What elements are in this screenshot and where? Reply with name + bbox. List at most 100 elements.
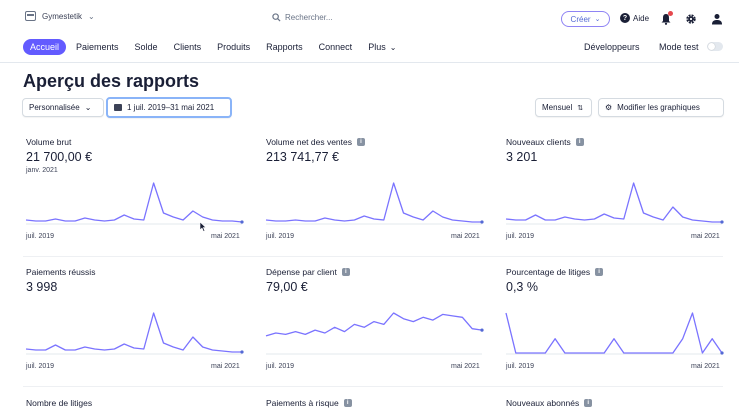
- nav-item-plus[interactable]: Plus ⌄: [368, 42, 396, 52]
- account-switcher[interactable]: Gymestetik ⌄: [25, 11, 95, 21]
- card-value: 3 998: [26, 280, 58, 294]
- card-chart[interactable]: [25, 311, 244, 357]
- x-axis-end: mai 2021: [691, 363, 720, 370]
- page-title: Aperçu des rapports: [23, 71, 200, 91]
- report-card-volume-net[interactable]: Volume net des ventes i 213 741,77 € juil…: [265, 137, 496, 267]
- report-card-pourcentage-litiges[interactable]: Pourcentage de litiges i 0,3 % juil. 2019…: [505, 267, 736, 397]
- help-icon: ?: [620, 13, 630, 23]
- x-axis-end: mai 2021: [691, 233, 720, 240]
- card-value: 21 700,00 €: [26, 150, 93, 164]
- row-divider: [23, 386, 723, 387]
- nav-item-solde[interactable]: Solde: [134, 42, 158, 52]
- preset-label: Personnalisée: [29, 103, 80, 112]
- chevron-down-icon: ⌄: [84, 103, 92, 112]
- main-nav: Accueil Paiements Solde Clients Produits…: [23, 38, 412, 56]
- help-button[interactable]: ? Aide: [620, 13, 649, 23]
- card-chart[interactable]: [265, 311, 484, 357]
- x-axis-start: juil. 2019: [266, 363, 295, 370]
- x-axis-start: juil. 2019: [506, 233, 535, 240]
- x-axis-end: mai 2021: [451, 363, 480, 370]
- report-card-nouveaux-abonnes[interactable]: Nouveaux abonnés i: [506, 398, 736, 415]
- edit-charts-label: Modifier les graphiques: [617, 103, 700, 112]
- card-title-text: Nouveaux abonnés: [506, 398, 580, 408]
- top-bar: Gymestetik ⌄ Rechercher... Créer ⌄ ? Aid…: [0, 0, 739, 38]
- card-chart[interactable]: [25, 181, 244, 227]
- card-value: 213 741,77 €: [266, 150, 339, 164]
- help-label: Aide: [633, 13, 650, 23]
- info-icon[interactable]: i: [341, 268, 350, 276]
- x-axis-start: juil. 2019: [26, 363, 55, 370]
- search-input[interactable]: Rechercher...: [272, 13, 333, 22]
- settings-button[interactable]: [685, 12, 697, 24]
- create-button[interactable]: Créer ⌄: [561, 11, 610, 27]
- nav-item-clients[interactable]: Clients: [173, 42, 202, 52]
- card-title: Dépense par client i: [266, 267, 350, 277]
- card-title-text: Volume brut: [26, 137, 72, 147]
- card-value: 3 201: [506, 150, 538, 164]
- x-axis-end: mai 2021: [211, 363, 240, 370]
- report-card-nouveaux-clients[interactable]: Nouveaux clients i 3 201 juil. 2019 mai 2…: [505, 137, 736, 267]
- chart-last-point: [720, 220, 724, 224]
- card-value: 0,3 %: [506, 280, 538, 294]
- info-icon[interactable]: i: [575, 138, 584, 146]
- interval-select[interactable]: Mensuel ⇅: [535, 98, 592, 117]
- date-range-label: 1 juil. 2019–31 mai 2021: [127, 103, 215, 112]
- info-icon[interactable]: i: [595, 268, 604, 276]
- card-title: Paiements à risque i: [266, 398, 352, 408]
- account-name: Gymestetik: [42, 11, 83, 21]
- chart-series-line: [505, 312, 723, 354]
- card-title-text: Paiements réussis: [26, 267, 96, 277]
- card-title-text: Nombre de litiges: [26, 398, 93, 408]
- developers-link[interactable]: Développeurs: [584, 42, 640, 52]
- info-icon[interactable]: i: [584, 399, 593, 407]
- notification-badge: [668, 11, 673, 16]
- report-card-depense-client[interactable]: Dépense par client i 79,00 € juil. 2019 m…: [265, 267, 496, 397]
- nav-item-rapports[interactable]: Rapports: [266, 42, 303, 52]
- chevron-down-icon: ⌄: [389, 42, 397, 52]
- info-icon[interactable]: i: [357, 138, 366, 146]
- report-card-paiements-reussis[interactable]: Paiements réussis 3 998 juil. 2019 mai 2…: [25, 267, 256, 397]
- notifications-button[interactable]: [660, 11, 673, 25]
- card-chart[interactable]: [265, 181, 484, 227]
- card-title-text: Paiements à risque: [266, 398, 339, 408]
- card-chart[interactable]: [505, 181, 724, 227]
- edit-charts-button[interactable]: ⚙ Modifier les graphiques: [598, 98, 724, 117]
- chart-series-line: [25, 182, 243, 223]
- x-axis-end: mai 2021: [451, 233, 480, 240]
- chart-last-point: [240, 220, 244, 224]
- chart-last-point: [480, 220, 484, 224]
- calendar-icon: [114, 104, 122, 111]
- card-title: Volume net des ventes i: [266, 137, 366, 147]
- x-axis-end: mai 2021: [211, 233, 240, 240]
- preset-select[interactable]: Personnalisée ⌄: [22, 98, 104, 117]
- report-card-volume-brut[interactable]: Volume brut 21 700,00 € janv. 2021 juil.…: [25, 137, 256, 267]
- store-icon: [25, 11, 36, 21]
- card-title: Nombre de litiges: [26, 398, 92, 408]
- chart-series-line: [505, 182, 722, 223]
- card-hover-date: janv. 2021: [26, 167, 58, 174]
- sort-icon: ⇅: [577, 104, 584, 112]
- search-icon: [272, 13, 281, 22]
- card-title-text: Volume net des ventes: [266, 137, 353, 147]
- card-title-text: Pourcentage de litiges: [506, 267, 591, 277]
- x-axis-start: juil. 2019: [266, 233, 295, 240]
- card-title: Paiements réussis: [26, 267, 95, 277]
- card-title-text: Dépense par client: [266, 267, 337, 277]
- test-mode-toggle[interactable]: [707, 42, 723, 51]
- nav-item-accueil[interactable]: Accueil: [23, 39, 67, 55]
- gear-icon: ⚙: [605, 103, 613, 112]
- profile-button[interactable]: [711, 12, 723, 25]
- info-icon[interactable]: i: [343, 399, 352, 407]
- report-card-nombre-litiges[interactable]: Nombre de litiges: [26, 398, 256, 415]
- nav-item-produits[interactable]: Produits: [217, 42, 251, 52]
- chart-last-point: [240, 350, 244, 354]
- mouse-cursor-icon: [200, 222, 207, 232]
- nav-item-paiements[interactable]: Paiements: [76, 42, 119, 52]
- nav-item-connect[interactable]: Connect: [318, 42, 353, 52]
- test-mode-label: Mode test: [659, 42, 699, 52]
- report-card-paiements-risque[interactable]: Paiements à risque i: [266, 398, 496, 415]
- user-icon: [712, 14, 722, 25]
- card-chart[interactable]: [505, 311, 724, 357]
- interval-label: Mensuel: [542, 103, 573, 112]
- date-range-picker[interactable]: 1 juil. 2019–31 mai 2021: [106, 97, 232, 118]
